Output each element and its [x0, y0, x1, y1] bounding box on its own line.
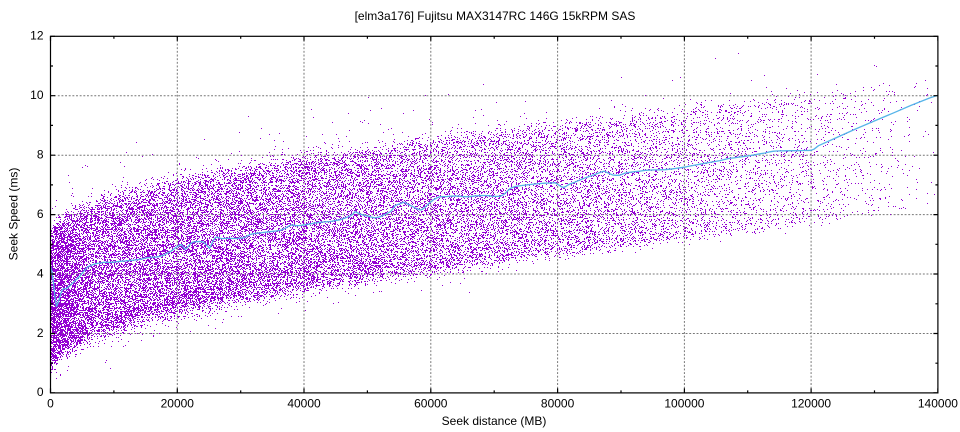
- svg-text:Seek distance (MB): Seek distance (MB): [442, 414, 547, 428]
- svg-text:2: 2: [37, 326, 44, 340]
- svg-text:8: 8: [37, 148, 44, 162]
- svg-text:120000: 120000: [791, 396, 831, 410]
- svg-text:20000: 20000: [161, 396, 195, 410]
- svg-text:[elm3a176] Fujitsu MAX3147RC 1: [elm3a176] Fujitsu MAX3147RC 146G 15kRPM…: [355, 9, 636, 23]
- svg-text:40000: 40000: [287, 396, 321, 410]
- svg-text:6: 6: [37, 207, 44, 221]
- svg-text:80000: 80000: [541, 396, 575, 410]
- svg-text:12: 12: [30, 29, 44, 43]
- svg-text:0: 0: [47, 396, 54, 410]
- svg-text:Seek Speed (ms): Seek Speed (ms): [7, 168, 21, 261]
- svg-text:4: 4: [37, 266, 44, 280]
- svg-text:0: 0: [37, 385, 44, 399]
- svg-text:140000: 140000: [918, 396, 958, 410]
- svg-text:100000: 100000: [664, 396, 704, 410]
- svg-text:60000: 60000: [414, 396, 448, 410]
- svg-text:10: 10: [30, 88, 44, 102]
